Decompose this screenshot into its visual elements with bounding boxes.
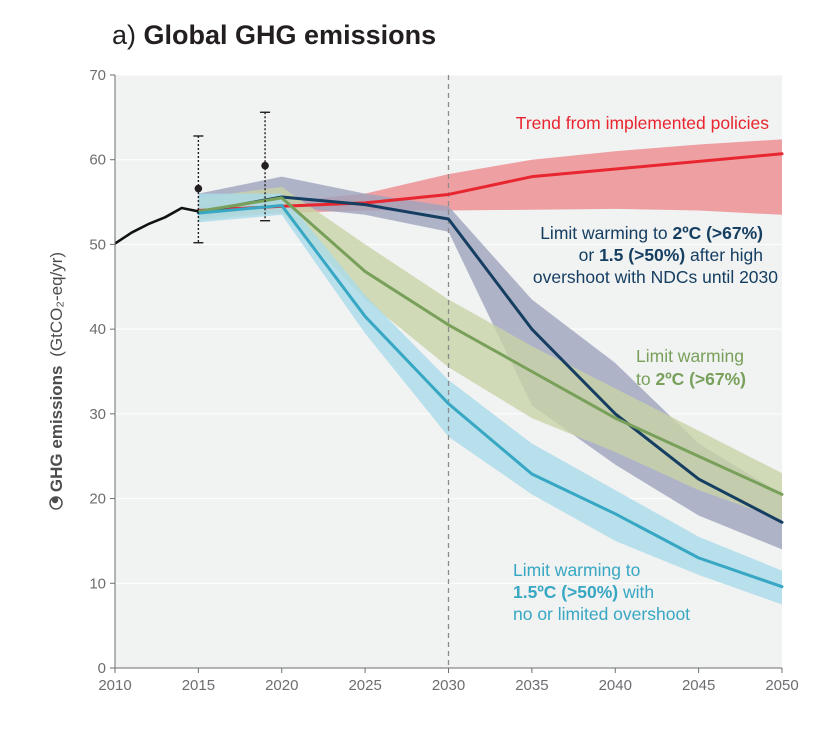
- x-tick-label-2015: 2015: [182, 677, 215, 694]
- chart-title: a) Global GHG emissions: [112, 20, 436, 51]
- annotation-1-5c-line2: 1.5ºC (>50%) with: [513, 582, 654, 602]
- annotation-1-5c-line1: Limit warming to: [513, 560, 640, 580]
- y-axis-label: GHG emissions (GtCO₂-eq/yr): [47, 252, 66, 492]
- chart-title-main: Global GHG emissions: [143, 20, 437, 50]
- x-tick-label-2020: 2020: [265, 677, 298, 694]
- y-tick-label-70: 70: [89, 67, 106, 84]
- svg-text:GHG emissions (GtCO₂-eq/: GHG emissions (GtCO₂-eq/yr): [47, 252, 66, 492]
- annotation-2c-line2: to 2ºC (>67%): [636, 369, 746, 389]
- annotation-ndc-line3: overshoot with NDCs until 2030: [533, 267, 778, 287]
- y-axis-label-main: GHG emissions: [47, 365, 66, 492]
- annotation-2c-line1: Limit warming: [636, 346, 744, 366]
- y-tick-label-20: 20: [89, 491, 106, 508]
- y-axis-label-unit: (GtCO₂-eq/yr): [47, 252, 66, 357]
- series-lines: [114, 152, 784, 589]
- annotation-policies: Trend from implemented policies: [516, 113, 769, 133]
- y-axis-label-icon: [49, 496, 63, 510]
- y-tick-label-10: 10: [89, 575, 106, 592]
- error-bar-point-2015: [194, 184, 203, 193]
- x-tick-label-2045: 2045: [682, 677, 715, 694]
- x-tick-label-2030: 2030: [432, 677, 465, 694]
- y-tick-label-0: 0: [98, 660, 106, 677]
- y-tick-label-30: 30: [89, 406, 106, 423]
- line-historical: [114, 206, 199, 245]
- uncertainty-bands: [198, 139, 782, 605]
- x-tick-label-2010: 2010: [98, 677, 131, 694]
- x-tick-label-2035: 2035: [515, 677, 548, 694]
- error-bars: [193, 111, 271, 244]
- x-tick-label-2040: 2040: [599, 677, 632, 694]
- band-limit-warming-to-1-5-c-50-with-no-or-lim: [198, 193, 782, 605]
- line-limit-warming-to-2-c-67-or-1-5-50-after-: [196, 195, 784, 524]
- chart-title-prefix: a): [112, 20, 137, 50]
- y-tick-label-40: 40: [89, 321, 106, 338]
- error-bar-point-2019: [261, 161, 269, 170]
- line-limit-warming-to-1-5-c-50-with-no-or-lim: [196, 203, 784, 589]
- x-tick-label-2025: 2025: [348, 677, 381, 694]
- x-tick-label-2050: 2050: [765, 677, 798, 694]
- annotation-ndc-line2: or 1.5 (>50%) after high: [579, 245, 763, 265]
- y-tick-label-60: 60: [89, 152, 106, 169]
- annotation-1-5c-line3: no or limited overshoot: [513, 604, 690, 624]
- y-tick-label-50: 50: [89, 236, 106, 253]
- line-limit-warming-to-2-c-67: [196, 196, 784, 496]
- annotation-ndc-line1: Limit warming to 2ºC (>67%): [540, 223, 763, 243]
